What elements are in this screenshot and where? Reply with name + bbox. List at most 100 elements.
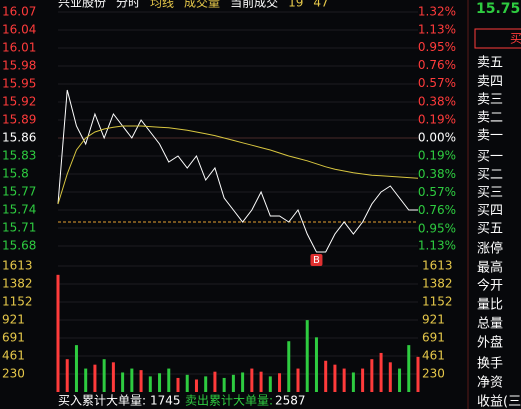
volume-bar xyxy=(222,377,226,392)
quote-label: 收益(三) xyxy=(477,395,521,409)
quote-label: 买四 xyxy=(477,204,503,219)
quote-label: 卖四 xyxy=(477,75,503,90)
y-tick-label: 16.07 xyxy=(2,5,36,19)
volume-tick-label: 230 xyxy=(2,367,25,381)
legend-entry: 19 xyxy=(288,0,303,10)
y-tick-label: 15.77 xyxy=(2,185,36,199)
volume-bar xyxy=(56,274,60,392)
volume-bar xyxy=(379,352,383,392)
volume-bar xyxy=(370,359,374,392)
legend-entry: 当前成交 xyxy=(230,0,278,10)
y2-tick-label: 0.19% xyxy=(418,112,456,126)
volume-bar xyxy=(84,368,88,392)
volume-bar xyxy=(213,371,217,392)
quote-label: 今开 xyxy=(477,278,503,294)
y2-tick-label: 0.38% xyxy=(418,94,456,108)
volume-tick-label-right: 1152 xyxy=(422,295,453,309)
buy-button-label[interactable]: 买 xyxy=(510,32,521,46)
volume-tick-label: 1382 xyxy=(2,277,33,291)
legend-entry: 均线 xyxy=(150,0,174,10)
quote-label: 外盘 xyxy=(477,335,503,351)
y-tick-label: 15.86 xyxy=(2,131,36,145)
y2-tick-label: 0.76% xyxy=(418,58,456,72)
volume-bar xyxy=(259,371,263,392)
quote-label: 换手 xyxy=(477,357,503,372)
y-tick-label: 15.92 xyxy=(2,95,36,109)
legend-entry: 分时 xyxy=(116,0,140,10)
quote-label: 涨停 xyxy=(477,241,503,257)
y2-tick-label: 0.00% xyxy=(418,131,456,145)
y-tick-label: 15.98 xyxy=(2,59,36,73)
buy-marker-label: B xyxy=(313,255,320,266)
volume-tick-label-right: 1613 xyxy=(422,259,453,273)
volume-tick-label: 921 xyxy=(2,313,25,327)
price-line xyxy=(57,125,419,205)
volume-tick-label: 1152 xyxy=(2,295,33,309)
quote-label: 卖三 xyxy=(477,93,503,108)
quote-label: 最高 xyxy=(477,260,503,276)
volume-bar xyxy=(158,373,162,392)
y-tick-label: 16.04 xyxy=(2,23,36,37)
quote-label: 卖二 xyxy=(477,111,503,126)
volume-bar xyxy=(398,368,402,392)
volume-bar xyxy=(204,376,208,392)
current-price: 15.75 xyxy=(476,1,520,17)
volume-bar xyxy=(93,364,97,392)
y-tick-label: 15.8 xyxy=(2,167,29,181)
volume-bar xyxy=(278,373,282,392)
y2-tick-label: 1.13% xyxy=(418,239,456,253)
volume-bar xyxy=(314,337,318,392)
volume-tick-label-right: 230 xyxy=(422,367,445,381)
volume-bar xyxy=(305,320,309,392)
quote-label: 买一 xyxy=(477,150,503,165)
volume-bar xyxy=(416,356,420,392)
volume-bar xyxy=(148,376,152,392)
y2-tick-label: 1.13% xyxy=(418,23,456,37)
volume-bar xyxy=(388,362,392,392)
volume-bar xyxy=(121,372,125,392)
footer-buy-label: 买入累计大单量: xyxy=(58,394,146,408)
buy-marker xyxy=(310,254,323,266)
volume-bar xyxy=(185,374,189,392)
volume-bar xyxy=(111,362,115,392)
volume-bar xyxy=(102,359,106,392)
buy-button[interactable] xyxy=(474,28,521,49)
y-tick-label: 15.71 xyxy=(2,221,36,235)
footer-buy-value: 1745 xyxy=(150,394,181,408)
y2-tick-label: 0.57% xyxy=(418,76,456,90)
quote-label: 卖五 xyxy=(477,56,503,71)
quote-label: 买三 xyxy=(477,186,503,201)
volume-tick-label-right: 1382 xyxy=(422,277,453,291)
y-tick-label: 15.74 xyxy=(2,203,36,217)
y2-tick-label: 0.38% xyxy=(418,167,456,181)
legend-entry: 兴业股份 xyxy=(58,0,106,10)
y-tick-label: 15.83 xyxy=(2,149,36,163)
volume-bar xyxy=(176,377,180,392)
volume-bar xyxy=(130,368,134,392)
y-tick-label: 15.95 xyxy=(2,77,36,91)
volume-tick-label: 461 xyxy=(2,348,25,362)
volume-bar xyxy=(241,372,245,392)
quote-label: 卖一 xyxy=(477,129,503,144)
volume-bar xyxy=(342,368,346,392)
volume-bar xyxy=(194,379,198,392)
y-tick-label: 15.89 xyxy=(2,113,36,127)
y2-tick-label: 1.32% xyxy=(418,5,456,19)
volume-tick-label: 1613 xyxy=(2,259,33,273)
volume-bar xyxy=(324,360,328,392)
volume-bar xyxy=(287,341,291,392)
quote-label: 买五 xyxy=(477,222,503,237)
volume-bar xyxy=(167,368,171,392)
volume-bar xyxy=(333,364,337,392)
volume-tick-label-right: 461 xyxy=(422,348,445,362)
volume-tick-label-right: 691 xyxy=(422,331,445,345)
y2-tick-label: 0.95% xyxy=(418,40,456,54)
volume-bar xyxy=(351,372,355,392)
footer-sell-value: 2587 xyxy=(275,394,306,408)
price-line xyxy=(57,89,418,253)
y2-tick-label: 0.57% xyxy=(418,185,456,199)
volume-bar xyxy=(407,345,411,392)
volume-bar xyxy=(65,359,69,392)
volume-bar xyxy=(231,374,235,392)
volume-bar xyxy=(361,368,365,392)
